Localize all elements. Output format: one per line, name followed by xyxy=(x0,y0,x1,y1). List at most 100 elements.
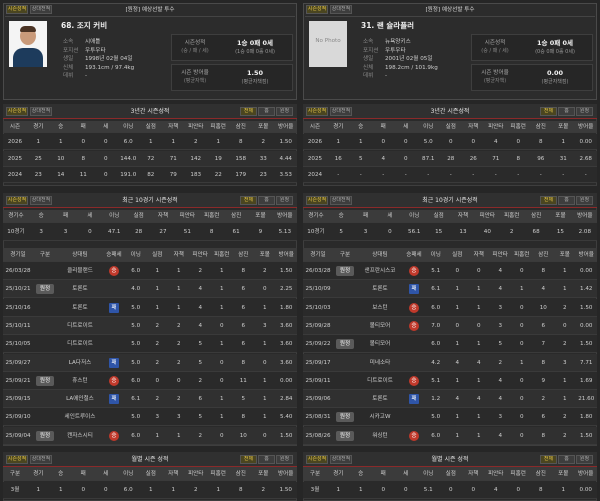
tab-button[interactable]: 시즌성적 xyxy=(6,455,28,464)
table-cell: 1 xyxy=(262,377,267,384)
table-cell: 8 xyxy=(241,359,246,366)
table-cell: 144.0 xyxy=(120,155,137,162)
stat-detail: (평균자책점) xyxy=(241,79,269,85)
filter-button[interactable]: 원정 xyxy=(576,455,593,464)
stat-sub: (승 / 패 / 세) xyxy=(181,48,209,54)
tab-button[interactable]: 상대전적 xyxy=(30,5,52,14)
filter-button[interactable]: 전체 xyxy=(240,196,257,205)
table-cell: 25/09/04 xyxy=(5,432,31,439)
tab-button[interactable]: 시즌성적 xyxy=(306,5,328,14)
table-cell: 1 xyxy=(455,304,460,311)
tab-button[interactable]: 시즌성적 xyxy=(6,107,28,116)
tab-button[interactable]: 상대전적 xyxy=(30,196,52,205)
table-cell: 71 xyxy=(492,155,500,162)
filter-button[interactable]: 홈 xyxy=(558,107,575,116)
tab-button[interactable]: 시즌성적 xyxy=(6,5,28,14)
table-cell: 1.69 xyxy=(580,377,593,384)
filter-button[interactable]: 전체 xyxy=(540,107,557,116)
column-header: 피홈런 xyxy=(210,124,226,130)
column-header: 자책 xyxy=(168,124,179,130)
stat-label: 시즌 방어율 xyxy=(181,70,209,76)
result-badge: 패 xyxy=(409,394,419,405)
filter-button[interactable]: 전체 xyxy=(540,196,557,205)
tab-button[interactable]: 시즌성적 xyxy=(6,196,28,205)
away-badge: 원정 xyxy=(36,375,54,386)
filter-button[interactable]: 홈 xyxy=(258,107,275,116)
table-cell: 보스턴 xyxy=(372,304,388,311)
table-cell: 1 xyxy=(561,139,566,145)
table-cell: 1 xyxy=(216,139,221,145)
table-cell: - xyxy=(337,172,340,178)
filter-button[interactable]: 전체 xyxy=(240,455,257,464)
filter-button[interactable]: 원정 xyxy=(276,455,293,464)
table-row xyxy=(303,150,597,167)
table-cell: - xyxy=(517,172,520,178)
table-cell: 82 xyxy=(147,172,155,178)
column-header: 피안타 xyxy=(188,471,204,477)
table-cell: 0 xyxy=(562,322,567,329)
filter-button[interactable]: 원정 xyxy=(276,107,293,116)
filter-button[interactable]: 홈 xyxy=(258,455,275,464)
filter-button[interactable]: 전체 xyxy=(240,107,257,116)
tab-button[interactable]: 상대전적 xyxy=(30,455,52,464)
info-value: - xyxy=(385,73,388,79)
away-badge: 원정 xyxy=(36,430,54,441)
table-cell: 1 xyxy=(58,487,63,493)
table-cell: 0 xyxy=(519,322,524,329)
filter-button[interactable]: 홈 xyxy=(558,455,575,464)
column-header: 경기 xyxy=(333,124,344,130)
tab-button[interactable]: 상대전적 xyxy=(330,196,352,205)
table-cell: 4 xyxy=(381,155,386,162)
table-cell: - xyxy=(404,172,407,178)
game-row xyxy=(3,335,297,354)
result-badge: 패 xyxy=(109,302,119,313)
table-cell: 2 xyxy=(155,322,160,329)
table-cell: 40 xyxy=(483,229,491,235)
table-cell: 2 xyxy=(262,268,267,274)
table-cell: 0.00 xyxy=(280,377,293,384)
table-cell: 1.50 xyxy=(580,432,593,439)
filter-button[interactable]: 홈 xyxy=(558,196,575,205)
column-header: 삼진 xyxy=(535,471,546,477)
filter-button[interactable]: 원정 xyxy=(576,196,593,205)
column-header: 경기일 xyxy=(10,252,26,258)
column-header: 세 xyxy=(103,124,109,130)
table-cell: 0 xyxy=(219,359,224,366)
tab-button[interactable]: 상대전적 xyxy=(30,107,52,116)
tab-button[interactable]: 상대전적 xyxy=(330,455,352,464)
table-cell: 토론토 xyxy=(72,304,88,311)
game-row xyxy=(3,426,297,445)
table-cell: 1 xyxy=(519,359,524,366)
filter-button[interactable]: 홈 xyxy=(258,196,275,205)
column-header: 포볼 xyxy=(258,471,269,477)
column-header: 경기 xyxy=(333,471,344,477)
table-cell: 4 xyxy=(455,359,460,366)
table-cell: 1 xyxy=(262,414,267,421)
column-header: 실점 xyxy=(133,213,144,219)
table-cell: 56.1 xyxy=(408,229,421,235)
filter-button[interactable]: 전체 xyxy=(540,455,557,464)
game-row xyxy=(303,353,597,372)
table-cell: 158 xyxy=(235,155,247,162)
tab-button[interactable]: 시즌성적 xyxy=(306,196,328,205)
tab-button[interactable]: 상대전적 xyxy=(330,5,352,14)
table-cell: 1 xyxy=(336,487,341,493)
tab-button[interactable]: 시즌성적 xyxy=(306,455,328,464)
table-cell: 4 xyxy=(198,304,203,311)
column-header: 포볼 xyxy=(558,471,569,477)
stat-label: 시즌성적 xyxy=(184,40,206,46)
table-cell: 5.0 xyxy=(131,341,141,348)
filter-button[interactable]: 원정 xyxy=(276,196,293,205)
table-cell: 2024 xyxy=(307,172,323,178)
game-row xyxy=(3,316,297,335)
table-cell: 1 xyxy=(148,139,153,145)
table-cell: 2025 xyxy=(7,155,23,162)
player-name: 68. 조지 커비 xyxy=(61,21,108,30)
tab-button[interactable]: 시즌성적 xyxy=(306,107,328,116)
tab-button[interactable]: 상대전적 xyxy=(330,107,352,116)
column-header: 피홈런 xyxy=(210,471,226,477)
section-bar xyxy=(3,452,297,467)
table-cell: LA에인절스 xyxy=(66,396,94,403)
filter-button[interactable]: 원정 xyxy=(576,107,593,116)
table-cell: 2 xyxy=(193,487,198,493)
